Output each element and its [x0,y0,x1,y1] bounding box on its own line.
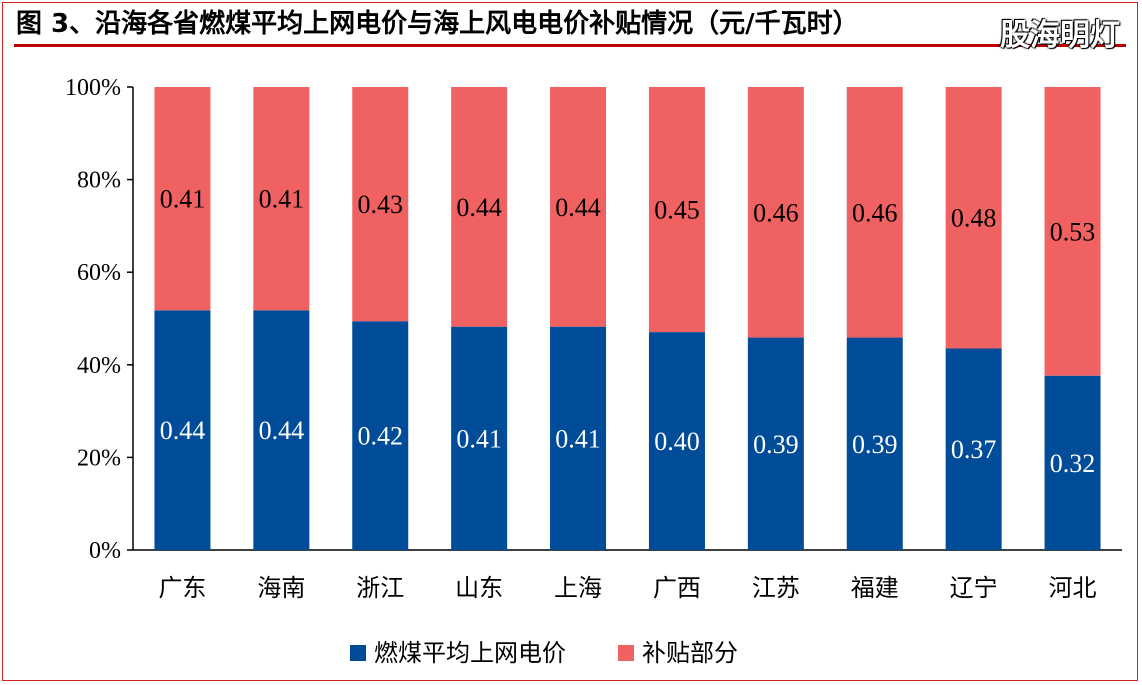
bar-segment [253,310,310,550]
legend: 燃煤平均上网电价 补贴部分 [350,639,738,667]
bar-segment [747,337,804,550]
data-label: 0.32 [1050,449,1096,478]
data-label: 0.37 [951,435,997,464]
bar-segment [154,87,211,311]
x-tick-label: 辽宁 [950,574,998,602]
x-tick-label: 广东 [158,574,206,602]
bar-segment [550,87,607,327]
bar-segment [846,337,903,550]
bars [154,87,1101,550]
bar-segment [1044,375,1101,550]
bar-segment [1044,87,1101,376]
data-label: 0.43 [358,190,404,219]
x-tick-label: 山东 [455,574,503,602]
bar-segment [352,321,409,550]
x-tick-label: 海南 [257,574,305,602]
chart-title: 图 3、沿海各省燃煤平均上网电价与海上风电电价补贴情况（元/千瓦时） [16,9,859,39]
axes: 0% 20% 40% 60% 80% 100% 广东 海南 浙江 山东 上海 广西 江苏 福建 辽宁 河北 [65,75,1122,602]
legend-swatch [350,645,366,661]
bar-segment [648,87,705,333]
bar-segment [747,87,804,338]
legend-swatch [618,645,634,661]
data-label: 0.48 [951,204,997,233]
data-label: 0.39 [852,430,898,459]
x-tick-label: 上海 [554,574,602,602]
watermark: 股海明灯 [1000,18,1120,53]
legend-label: 补贴部分 [642,639,738,667]
bar-segment [648,332,705,550]
x-tick-label: 福建 [851,574,899,602]
y-tick-label: 60% [77,260,121,286]
bar-segment [945,348,1002,550]
y-tick-label: 80% [77,168,121,194]
data-label: 0.39 [753,430,799,459]
y-tick-label: 100% [65,75,121,101]
y-tick-label: 20% [77,445,121,471]
data-label: 0.41 [259,185,305,214]
x-tick-label: 河北 [1049,574,1097,602]
data-label: 0.44 [259,416,305,445]
bar-segment [253,87,310,311]
bar-segment [154,310,211,550]
data-label: 0.41 [555,424,601,453]
data-label: 0.45 [654,196,700,225]
x-tick-label: 浙江 [356,574,404,602]
y-tick-label: 0% [89,538,121,564]
legend-label: 燃煤平均上网电价 [374,639,566,667]
data-label: 0.44 [456,193,502,222]
data-label: 0.44 [160,416,206,445]
bar-segment [451,326,508,550]
bar-segment [846,87,903,338]
bar-segment [945,87,1002,349]
x-tick-label: 江苏 [752,574,800,602]
data-label: 0.42 [358,422,404,451]
data-label: 0.53 [1050,217,1096,246]
bar-segment [550,326,607,550]
title-underline [14,44,1126,47]
data-label: 0.44 [555,193,601,222]
data-labels: 0.44 0.41 0.44 0.41 0.42 0.43 0.41 0.44 0.41 0.44… [160,185,1096,478]
data-label: 0.46 [852,198,898,227]
data-label: 0.41 [160,185,206,214]
y-tick-label: 40% [77,353,121,379]
bar-segment [352,87,409,322]
data-label: 0.41 [456,424,502,453]
data-label: 0.46 [753,198,799,227]
data-label: 0.40 [654,427,700,456]
x-tick-label: 广西 [653,574,701,602]
bar-segment [451,87,508,327]
